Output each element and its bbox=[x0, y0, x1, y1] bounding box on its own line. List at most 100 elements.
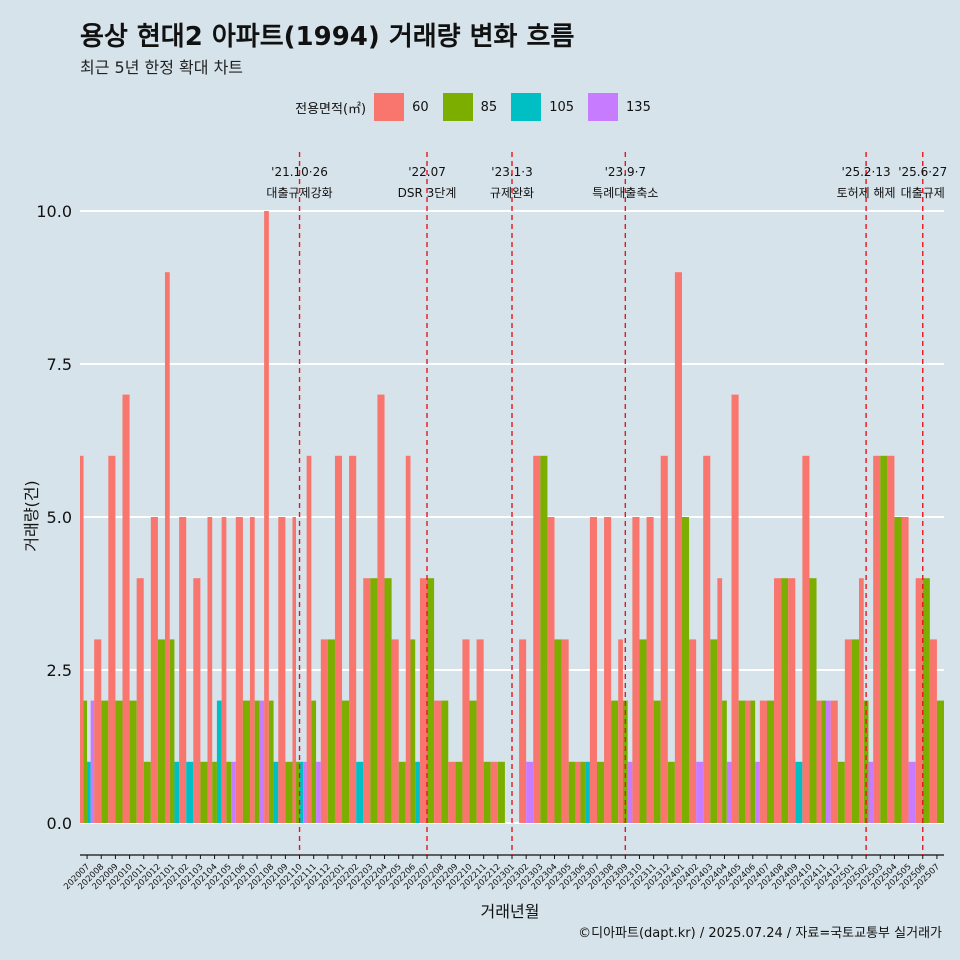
bar-85-202211 bbox=[483, 761, 491, 823]
bar-60-202112 bbox=[320, 639, 328, 823]
bar-60-202111 bbox=[306, 455, 312, 823]
bar-85-202411 bbox=[821, 700, 826, 823]
legend-title: 전용면적(㎡) bbox=[295, 101, 367, 117]
bar-60-202411 bbox=[816, 700, 822, 823]
bar-85-202305 bbox=[568, 761, 576, 823]
bar-85-202210 bbox=[469, 700, 477, 823]
bar-85-202406 bbox=[750, 700, 756, 823]
bar-60-202008 bbox=[94, 639, 102, 823]
bar-105-202409 bbox=[795, 761, 803, 823]
bar-60-202401 bbox=[674, 272, 682, 823]
bar-60-202406 bbox=[745, 700, 751, 823]
y-axis-label: 거래량(건) bbox=[22, 480, 41, 552]
bar-85-202309 bbox=[622, 700, 628, 823]
bar-85-202109 bbox=[285, 761, 293, 823]
bar-60-202302 bbox=[519, 639, 527, 823]
bar-105-202104 bbox=[216, 700, 222, 823]
y-tick-label: 10.0 bbox=[36, 202, 72, 221]
bar-60-202109 bbox=[278, 517, 286, 823]
legend-item-60: 60 bbox=[374, 93, 429, 121]
bar-85-202010 bbox=[129, 700, 137, 823]
bar-85-202303 bbox=[540, 455, 548, 823]
legend-label-60: 60 bbox=[412, 99, 429, 115]
bar-60-202104 bbox=[207, 517, 213, 823]
bar-105-202108 bbox=[273, 761, 279, 823]
bar-85-202009 bbox=[115, 700, 123, 823]
event-label: DSR 3단계 bbox=[398, 186, 457, 200]
bar-105-202101 bbox=[174, 761, 180, 823]
bar-85-202304 bbox=[554, 639, 562, 823]
legend-item-105: 105 bbox=[511, 93, 574, 121]
bar-85-202503 bbox=[880, 455, 888, 823]
legend-swatch-105 bbox=[511, 93, 542, 121]
bar-60-202310 bbox=[632, 517, 640, 823]
event-label: 규제완화 bbox=[490, 186, 534, 200]
bar-105-202306 bbox=[585, 761, 590, 823]
bar-85-202206 bbox=[410, 639, 416, 823]
x-axis-label: 거래년월 bbox=[480, 902, 540, 921]
bar-85-202308 bbox=[611, 700, 619, 823]
bar-60-202306 bbox=[575, 761, 581, 823]
bar-60-202212 bbox=[490, 761, 498, 823]
y-tick-label: 0.0 bbox=[47, 814, 72, 833]
bar-105-202110 bbox=[299, 761, 304, 823]
event-date: '22.07 bbox=[408, 165, 446, 179]
bar-135-202107 bbox=[259, 700, 265, 823]
bar-85-202012 bbox=[157, 639, 165, 823]
bar-105-202206 bbox=[415, 761, 420, 823]
event-date: '21.10·26 bbox=[271, 165, 328, 179]
bar-60-202502 bbox=[859, 578, 864, 823]
bar-85-202103 bbox=[200, 761, 208, 823]
bar-60-202312 bbox=[660, 455, 668, 823]
bar-85-202112 bbox=[327, 639, 335, 823]
bar-105-202102 bbox=[186, 761, 194, 823]
bar-85-202502 bbox=[863, 700, 869, 823]
bar-60-202209 bbox=[448, 761, 456, 823]
bar-85-202404 bbox=[722, 700, 727, 823]
bar-105-202202 bbox=[356, 761, 364, 823]
bar-60-202505 bbox=[901, 517, 909, 823]
bar-60-202504 bbox=[887, 455, 895, 823]
bar-60-202305 bbox=[561, 639, 569, 823]
event-date: '23.1·3 bbox=[491, 165, 532, 179]
bar-85-202501 bbox=[851, 639, 860, 823]
bar-60-202202 bbox=[349, 455, 357, 823]
bar-135-202502 bbox=[868, 761, 874, 823]
bar-85-202007 bbox=[83, 700, 88, 823]
event-date: '25.2·13 bbox=[842, 165, 891, 179]
legend-label-85: 85 bbox=[480, 99, 498, 115]
bar-60-202412 bbox=[830, 700, 838, 823]
bar-135-202309 bbox=[627, 761, 633, 823]
bar-85-202209 bbox=[455, 761, 463, 823]
event-label: 특례대출축소 bbox=[592, 186, 658, 200]
bar-85-202312 bbox=[667, 761, 675, 823]
legend-label-135: 135 bbox=[626, 99, 651, 115]
bar-85-202504 bbox=[894, 517, 902, 823]
bar-85-202108 bbox=[268, 700, 274, 823]
legend: 전용면적(㎡) 60 85 105 135 bbox=[0, 92, 960, 122]
bar-85-202506 bbox=[922, 578, 930, 823]
y-tick-label: 2.5 bbox=[47, 661, 72, 680]
y-tick-label: 5.0 bbox=[47, 508, 72, 527]
bar-85-202307 bbox=[596, 761, 605, 823]
bar-60-202101 bbox=[164, 272, 170, 823]
bar-135-202111 bbox=[316, 761, 321, 823]
bar-60-202011 bbox=[136, 578, 144, 823]
bar-60-202303 bbox=[533, 455, 541, 823]
bar-105-202007 bbox=[87, 761, 91, 823]
bar-85-202203 bbox=[370, 578, 378, 823]
legend-swatch-85 bbox=[442, 93, 473, 121]
bar-60-202404 bbox=[717, 578, 723, 823]
bar-85-202412 bbox=[837, 761, 845, 823]
bar-60-202203 bbox=[363, 578, 371, 823]
bar-85-202407 bbox=[766, 700, 775, 823]
bar-60-202503 bbox=[873, 455, 881, 823]
bar-60-202405 bbox=[731, 394, 739, 823]
bar-60-202106 bbox=[235, 517, 243, 823]
bar-60-202105 bbox=[221, 517, 227, 823]
bar-60-202103 bbox=[193, 578, 201, 823]
source-caption: ©디아파트(dapt.kr) / 2025.07.24 / 자료=국토교통부 실… bbox=[578, 926, 942, 941]
bar-60-202007 bbox=[80, 455, 84, 823]
bar-85-202207 bbox=[427, 578, 435, 823]
bar-60-202307 bbox=[589, 517, 597, 823]
